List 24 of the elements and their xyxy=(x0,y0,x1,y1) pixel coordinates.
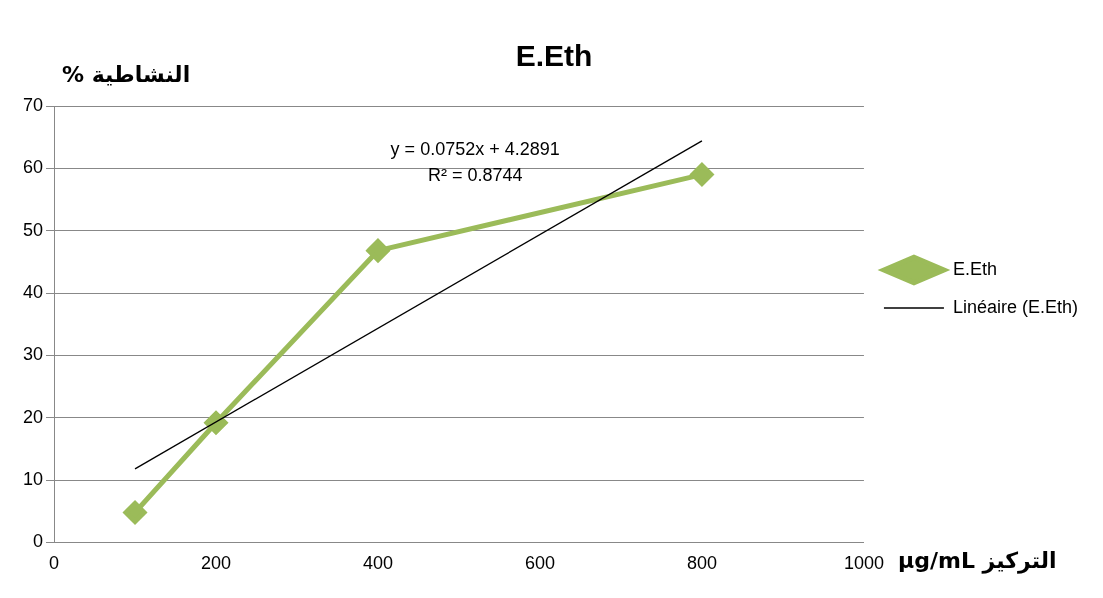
legend-label: Linéaire (E.Eth) xyxy=(952,296,1078,317)
x-tick-label: 800 xyxy=(686,553,717,574)
x-axis-title: التركيز µg/mL xyxy=(898,548,1057,573)
y-axis-title: النشاطية % xyxy=(62,62,191,87)
x-tick-label: 400 xyxy=(362,553,394,574)
y-tick-label: 30 xyxy=(22,344,44,365)
point xyxy=(123,500,147,524)
point xyxy=(366,239,390,263)
y-tick-label: 70 xyxy=(22,94,44,115)
legend-label: E.Eth xyxy=(952,258,997,279)
annotation: R² = 0.8744 xyxy=(427,164,523,185)
y-tick-label: 60 xyxy=(22,157,44,178)
y-tick-label: 10 xyxy=(22,469,44,490)
annotation: y = 0.0752x + 4.2891 xyxy=(390,138,560,159)
x-tick-label: 200 xyxy=(200,553,232,574)
x-tick-label: 600 xyxy=(524,553,555,574)
y-tick-label: 20 xyxy=(22,406,44,427)
x-tick-label: 1000 xyxy=(843,553,884,574)
point xyxy=(690,163,714,187)
chart-title: E.Eth xyxy=(515,39,593,73)
y-tick-label: 0 xyxy=(33,531,44,552)
y-tick-label: 40 xyxy=(22,282,44,302)
x-tick-label: 0 xyxy=(49,553,60,574)
y-tick-label: 50 xyxy=(22,219,44,240)
